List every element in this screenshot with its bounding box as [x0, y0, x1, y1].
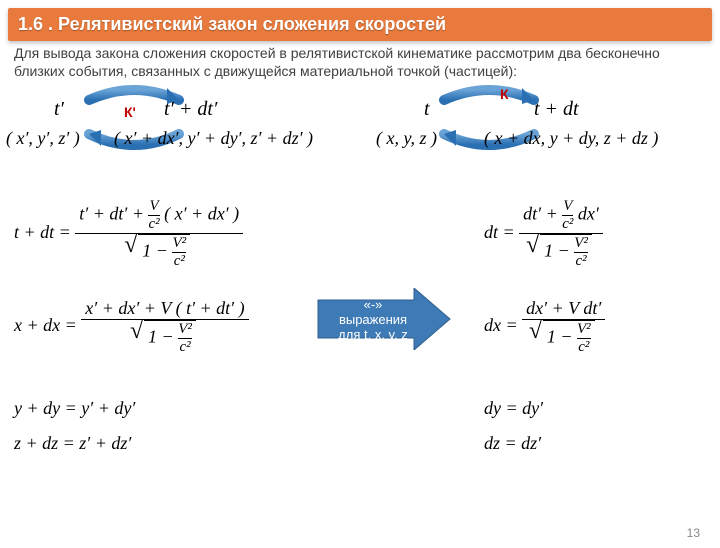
cycle-k: К t t + dt ( x, y, z ) ( x + dx, y + dy,… — [384, 82, 714, 172]
page-number: 13 — [687, 526, 700, 540]
eq-y-plus-dy: y + dy = y′ + dy′ — [14, 398, 135, 419]
event-t2-right: t + dt — [534, 98, 579, 121]
label-k: К — [500, 86, 509, 102]
event-coords1-right: ( x, y, z ) — [376, 128, 437, 149]
eq-x-plus-dx: x + dx = x′ + dx′ + V ( t′ + dt′ ) 1 − V… — [14, 298, 249, 356]
event-t2-left: t′ + dt′ — [164, 98, 217, 121]
event-coords2-left: ( x′ + dx′, y′ + dy′, z′ + dz′ ) — [114, 128, 313, 149]
cycle-k-prime: К' t′ t′ + dt′ ( x′, y′, z′ ) ( x′ + dx′… — [14, 82, 344, 172]
eq-dx: dx = dx′ + V dt′ 1 − V²c² — [484, 298, 605, 356]
eq-dt: dt = dt′ + Vc² dx′ 1 − V²c² — [484, 198, 603, 270]
event-t1-left: t′ — [54, 98, 64, 121]
arrow-text-line1: «-» — [364, 297, 383, 312]
event-coords1-left: ( x′, y′, z′ ) — [6, 128, 80, 149]
eq-z-plus-dz: z + dz = z′ + dz′ — [14, 433, 131, 454]
cycle-arrows-left — [14, 82, 344, 172]
intro-text: Для вывода закона сложения скоростей в р… — [14, 45, 706, 80]
event-coords2-right: ( x + dx, y + dy, z + dz ) — [484, 128, 658, 149]
arrow-text-line2: выражения для t, x, y, z — [338, 312, 408, 342]
section-header: 1.6 . Релятивистский закон сложения скор… — [8, 8, 712, 41]
eq-dy: dy = dy′ — [484, 398, 543, 419]
equations-block: t + dt = t′ + dt′ + Vc² ( x′ + dx′ ) 1 −… — [14, 178, 706, 528]
label-k-prime: К' — [124, 104, 136, 120]
event-cycles: К' t′ t′ + dt′ ( x′, y′, z′ ) ( x′ + dx′… — [14, 82, 706, 172]
event-t1-right: t — [424, 98, 430, 121]
cycle-arrows-right — [384, 82, 714, 172]
eq-dz: dz = dz′ — [484, 433, 541, 454]
implication-arrow: «-» выражения для t, x, y, z — [314, 288, 454, 350]
eq-t-plus-dt: t + dt = t′ + dt′ + Vc² ( x′ + dx′ ) 1 −… — [14, 198, 243, 270]
